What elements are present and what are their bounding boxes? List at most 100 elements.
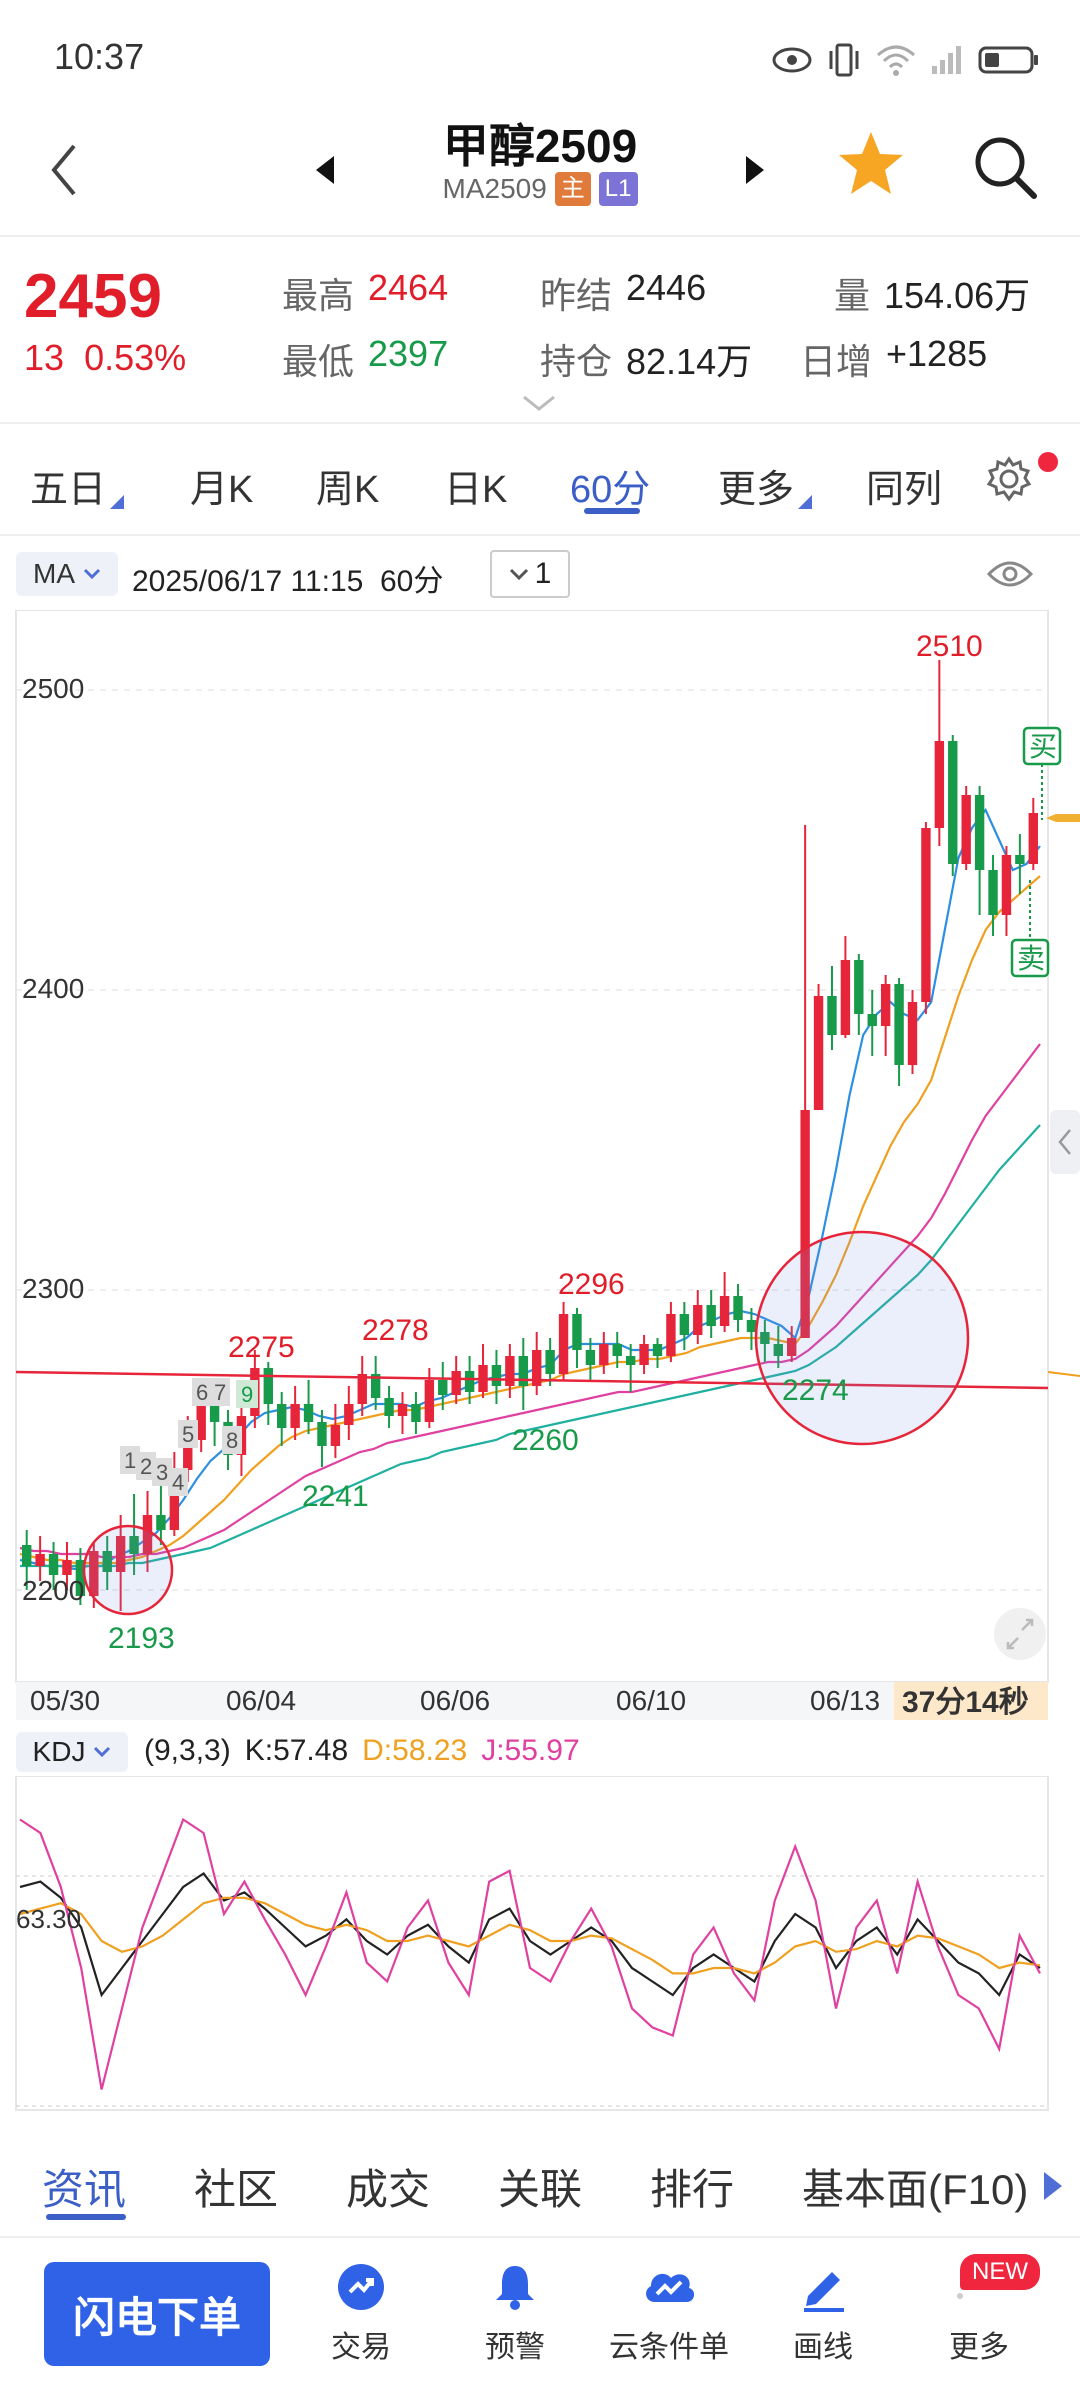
cloud-icon	[646, 2273, 695, 2302]
tab-60-min[interactable]: 60分	[570, 469, 651, 511]
chevron-down-icon	[83, 568, 101, 580]
trade-button[interactable]: 交易	[286, 2254, 436, 2384]
x-tick-label: 06/04	[226, 1685, 296, 1716]
sequence-label: 1	[124, 1448, 136, 1473]
candle-body	[277, 1404, 287, 1428]
action-bar: 闪电下单 交易 预警 云条件单 画线 更多 NEW	[0, 2236, 1080, 2388]
candle-body	[1001, 855, 1012, 915]
tab-day-k[interactable]: 日K	[444, 469, 508, 511]
candle-body	[156, 1515, 166, 1530]
tab-five-day[interactable]: 五日	[30, 458, 125, 513]
status-icons	[772, 40, 1040, 80]
low-item: 最低 2397	[282, 333, 449, 382]
tabs-scroll-right-icon[interactable]	[1044, 2172, 1062, 2200]
status-time: 10:37	[54, 36, 145, 77]
chevron-left-icon	[1058, 1129, 1071, 1155]
candle-body	[652, 1344, 663, 1356]
settings-gear-icon[interactable]	[986, 456, 1032, 502]
y-tick-label: 2500	[22, 673, 84, 704]
candle-body	[572, 1314, 582, 1350]
support-line-extension	[1047, 1371, 1080, 1377]
tab-community[interactable]: 社区	[194, 2166, 279, 2213]
tab-ranking[interactable]: 排行	[650, 2166, 735, 2213]
tab-week-k[interactable]: 周K	[316, 469, 380, 511]
back-arrow-icon[interactable]	[40, 130, 90, 210]
tab-more[interactable]: 更多	[718, 458, 813, 513]
multiplier-select[interactable]: 1	[490, 550, 570, 598]
bar-countdown: 37分14秒	[902, 1686, 1029, 1719]
search-icon[interactable]	[970, 132, 1040, 202]
sequence-label: 4	[172, 1470, 184, 1495]
candle-body	[760, 1332, 770, 1344]
tab-month-k[interactable]: 月K	[190, 469, 254, 511]
favorite-star-icon[interactable]	[835, 128, 907, 200]
candle-body	[639, 1344, 649, 1365]
vibrate-icon	[829, 43, 859, 77]
candle-body	[505, 1356, 515, 1386]
candle-body	[62, 1560, 72, 1575]
quote-panel: 2459 13 0.53% 最高 2464 最低 2397 昨结 2446 持仓 82.…	[0, 237, 1080, 422]
side-panel-tab[interactable]	[1050, 1110, 1080, 1174]
candle-body	[746, 1320, 757, 1332]
eye-icon[interactable]	[986, 556, 1034, 592]
kdj-chart[interactable]: 63.30	[0, 1776, 1080, 2116]
candle-body	[787, 1338, 797, 1356]
candlestick-chart[interactable]: 2500 2400 2300 2200 2275 2278 2296 2510 …	[0, 610, 1080, 1720]
candle-body	[666, 1314, 676, 1356]
low-label: 2193	[108, 1622, 175, 1655]
level-badge: L1	[598, 172, 638, 206]
tab-news[interactable]: 资讯	[42, 2166, 127, 2213]
candle-body	[706, 1305, 716, 1326]
draw-line-button[interactable]: 画线	[748, 2254, 898, 2384]
signal-icon	[932, 46, 961, 74]
next-contract-icon[interactable]	[740, 150, 770, 190]
tab-trades[interactable]: 成交	[346, 2166, 431, 2213]
candle-body	[115, 1536, 126, 1572]
tab-fundamentals[interactable]: 基本面(F10)	[802, 2166, 1029, 2213]
y-tick-label: 2400	[22, 973, 84, 1004]
candle-body	[880, 984, 891, 1026]
candle-body	[961, 795, 971, 864]
more-button[interactable]: 更多	[904, 2254, 1054, 2384]
candle-body	[518, 1356, 528, 1386]
candle-body	[451, 1371, 461, 1395]
expand-chevron-icon[interactable]	[522, 393, 556, 413]
sell-signal: 卖	[1017, 943, 1045, 974]
candle-body	[934, 741, 945, 828]
candle-body	[75, 1560, 86, 1596]
candle-body	[679, 1314, 690, 1335]
period-tabs: 五日 月K 周K 日K 60分 更多 同列	[0, 424, 1080, 532]
high-label: 2278	[362, 1314, 429, 1347]
x-tick-label: 06/10	[616, 1685, 686, 1716]
candle-body	[693, 1305, 703, 1335]
price-pointer-icon	[1046, 814, 1080, 822]
candle-body	[585, 1350, 596, 1365]
flash-order-button[interactable]: 闪电下单	[44, 2262, 270, 2366]
candle-body	[948, 741, 958, 864]
prev-contract-icon[interactable]	[310, 150, 340, 190]
candle-body	[894, 984, 904, 1065]
candle-body	[854, 960, 864, 1014]
tab-same-list[interactable]: 同列	[866, 469, 943, 511]
candle-body	[102, 1551, 112, 1572]
last-price: 2459	[24, 262, 162, 331]
sequence-label: 9	[241, 1382, 253, 1407]
prev-settle-item: 昨结 2446	[540, 267, 707, 316]
more-label: 更多	[949, 2331, 1009, 2364]
cloud-order-button[interactable]: 云条件单	[594, 2254, 744, 2384]
tab-related[interactable]: 关联	[498, 2166, 583, 2213]
candle-body	[357, 1374, 367, 1404]
open-interest-item: 持仓 82.14万	[540, 341, 753, 382]
indicator-select[interactable]: MA	[16, 552, 118, 596]
x-tick-label: 05/30	[30, 1685, 100, 1716]
alert-button[interactable]: 预警	[440, 2254, 590, 2384]
candle-body	[397, 1404, 408, 1416]
sequence-label: 5	[182, 1422, 194, 1447]
trade-label: 交易	[331, 2331, 391, 2364]
candle-body	[491, 1365, 502, 1386]
fullscreen-button[interactable]	[994, 1608, 1046, 1660]
nav-bar: 甲醇2509 MA2509 主 L1	[0, 110, 1080, 235]
support-line[interactable]	[15, 1370, 1049, 1390]
kdj-select[interactable]: KDJ	[16, 1732, 128, 1772]
highlight-circle	[82, 1524, 174, 1616]
